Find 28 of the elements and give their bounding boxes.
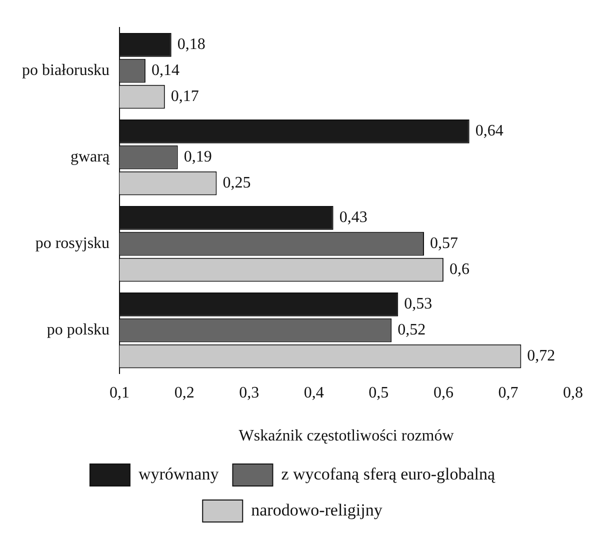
- data-label: 0,43: [339, 209, 368, 226]
- x-tick-label: 0,1: [110, 384, 130, 402]
- x-axis-title: Wskaźnik częstotliwości rozmów: [238, 428, 454, 445]
- x-tick-label: 0,2: [174, 384, 194, 402]
- x-tick-label: 0,3: [239, 384, 260, 402]
- data-label: 0,18: [177, 36, 206, 54]
- data-label: 0,17: [170, 88, 199, 106]
- legend-label: wyrównany: [138, 464, 220, 484]
- x-tick-label: 0,4: [304, 384, 324, 402]
- data-label: 0,14: [151, 62, 180, 80]
- data-label: 0,6: [449, 261, 470, 278]
- data-label: 0,25: [222, 174, 251, 192]
- data-label: 0,64: [475, 122, 504, 140]
- data-label: 0,57: [430, 235, 458, 252]
- y-tick-label: po rosyjsku: [35, 235, 110, 252]
- data-label: 0,19: [184, 148, 212, 166]
- data-label: 0,53: [404, 296, 432, 313]
- x-tick-label: 0,7: [498, 384, 518, 402]
- x-tick-label: 0,5: [368, 384, 389, 402]
- y-tick-label: gwarą: [70, 148, 110, 166]
- x-tick-label: 0,6: [433, 384, 454, 402]
- data-label: 0,52: [398, 322, 426, 339]
- x-tick-label: 0,8: [563, 384, 583, 402]
- y-tick-label: po polsku: [46, 322, 110, 339]
- y-tick-label: po białorusku: [22, 62, 110, 80]
- legend-label: z wycofaną sferą euro-globalną: [281, 464, 496, 484]
- data-label: 0,72: [527, 348, 556, 365]
- legend-label: narodowo-religijny: [251, 500, 383, 520]
